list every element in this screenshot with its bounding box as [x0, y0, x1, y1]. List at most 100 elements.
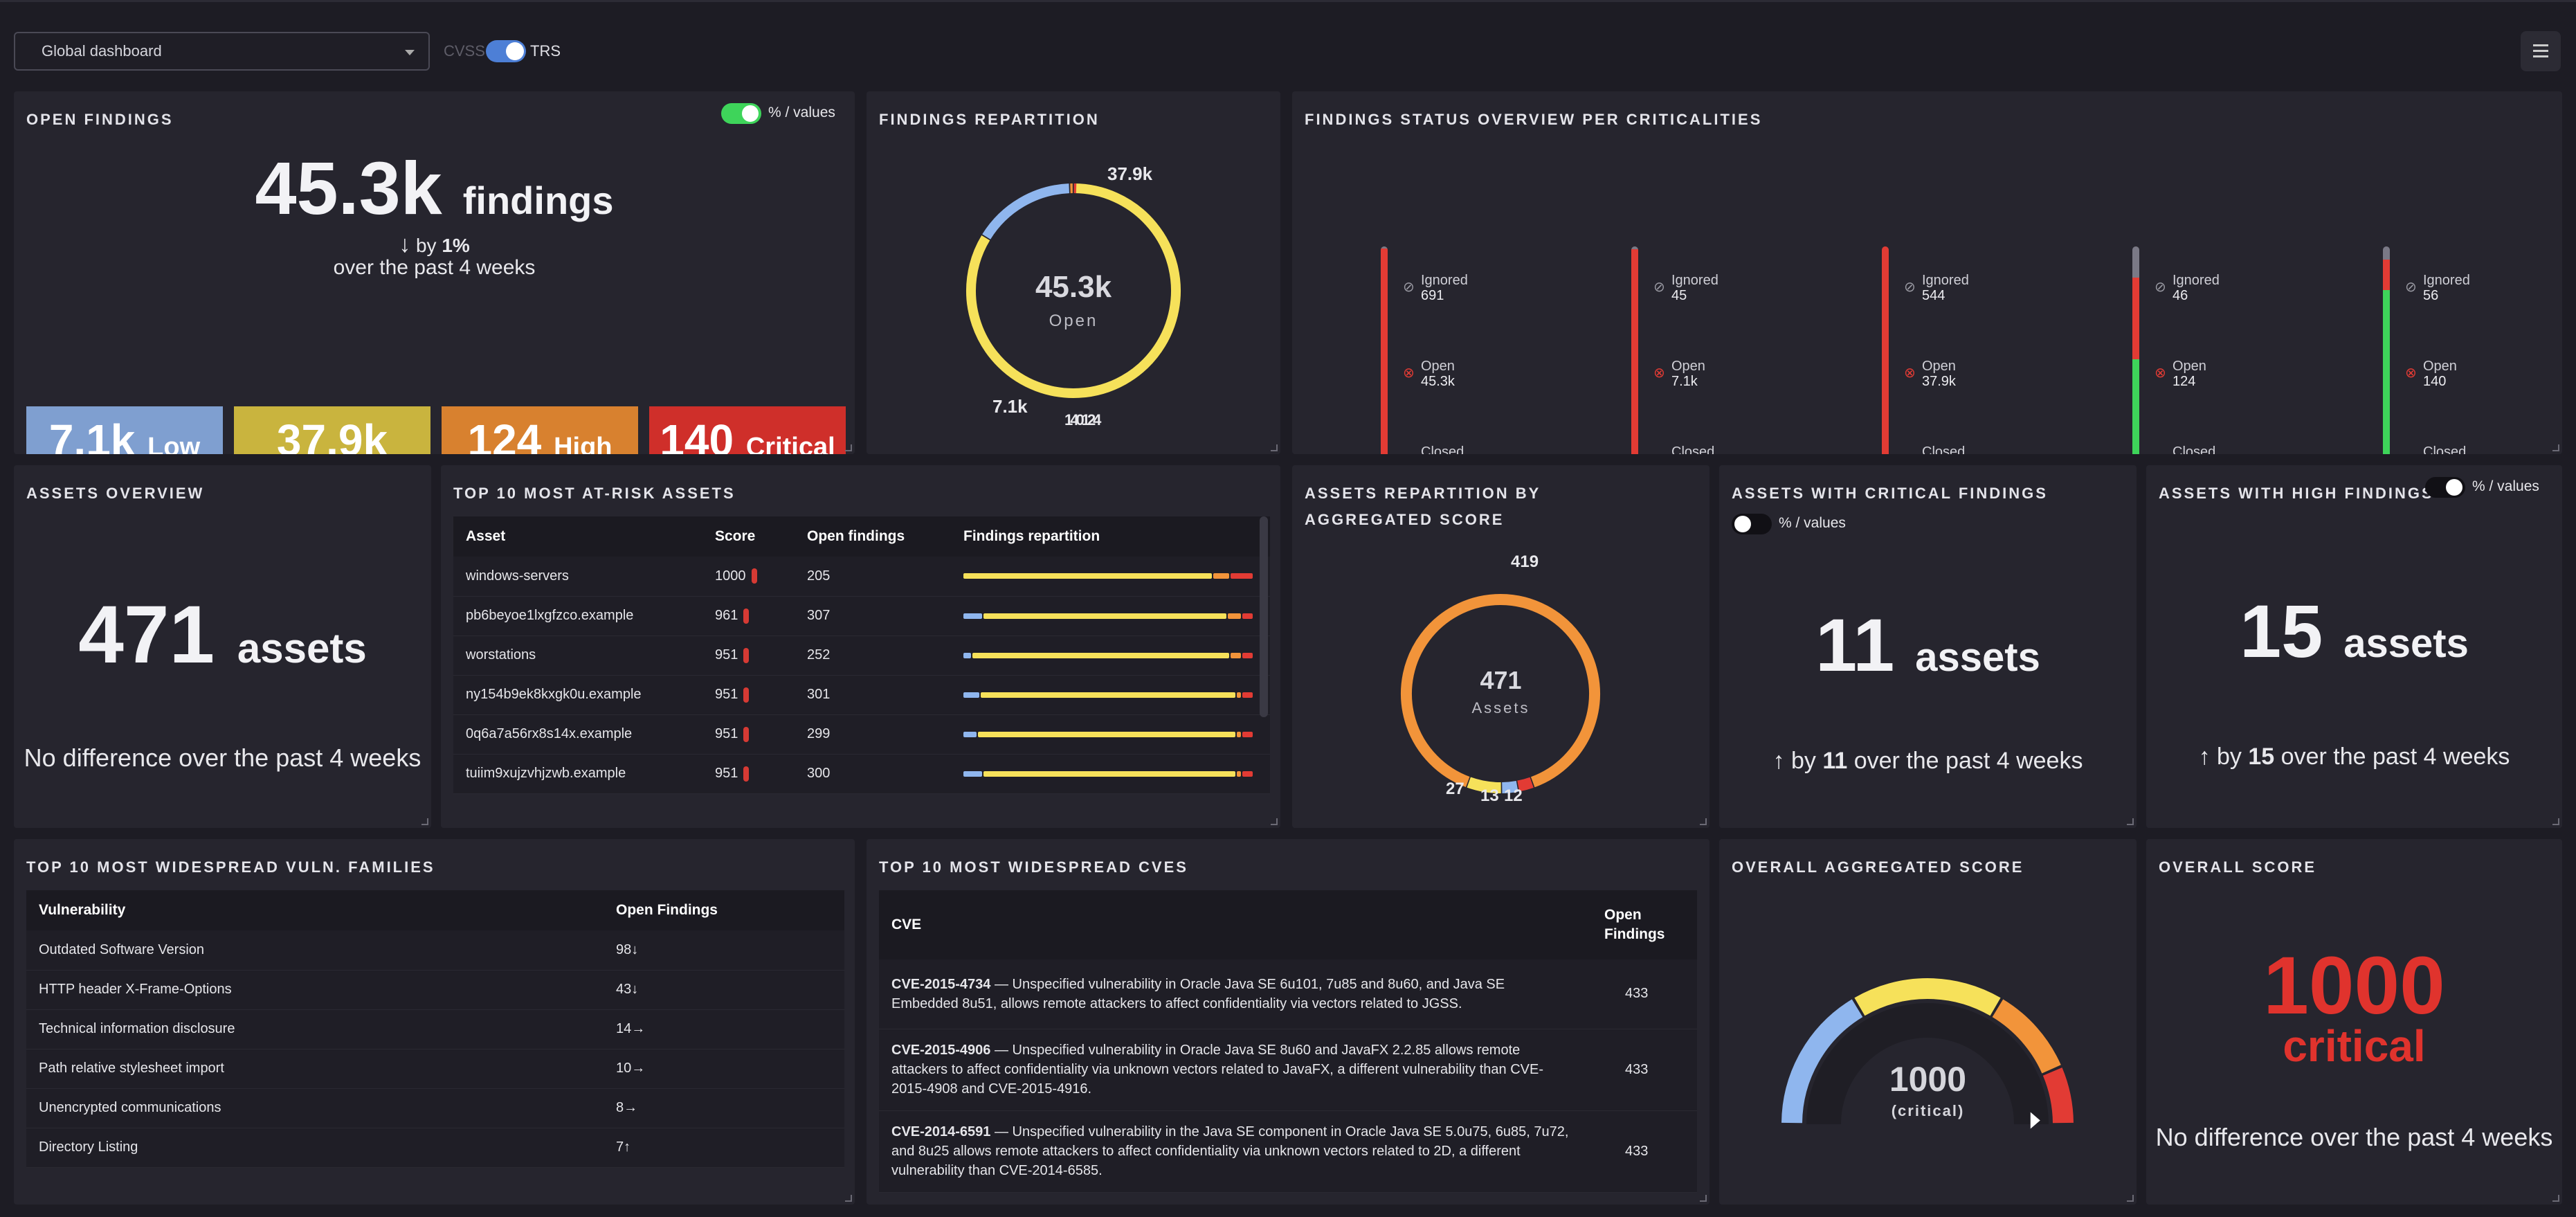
resize-handle[interactable] — [1700, 1195, 1707, 1202]
table-row[interactable]: 0q6a7a56rx8s14x.example 951 299 — [453, 714, 1270, 755]
assets-donut-segment[interactable] — [1502, 780, 1518, 793]
status-closed[interactable]: ✓ Closed214 — [2155, 444, 2215, 454]
table-row[interactable]: Directory Listing 7↑ — [26, 1128, 844, 1168]
vuln-name[interactable]: Unencrypted communications — [26, 1088, 604, 1128]
table-row[interactable]: ny154b9ek8kxgk0u.example 951 301 — [453, 675, 1270, 715]
table-row[interactable]: Outdated Software Version 98↓ — [26, 930, 844, 971]
severity-label: Critical — [745, 433, 835, 454]
vuln-name[interactable]: Outdated Software Version — [26, 930, 604, 971]
repartition-segment — [963, 692, 980, 698]
asset-name[interactable]: worstations — [453, 635, 702, 676]
status-open[interactable]: ⊗ Open 7.1k — [1653, 359, 1705, 389]
table-row[interactable]: CVE-2014-6591 — Unspecified vulnerabilit… — [879, 1110, 1697, 1193]
col-cve[interactable]: CVE — [879, 890, 1592, 959]
table-row[interactable]: CVE-2015-4906 — Unspecified vulnerabilit… — [879, 1029, 1697, 1111]
resize-handle[interactable] — [2552, 444, 2559, 451]
findings-donut-segment[interactable] — [966, 183, 1181, 398]
table-row[interactable]: tuiim9xujzvhjzwb.example 951 300 — [453, 754, 1270, 794]
status-ignored[interactable]: ⊘ Ignored 56 — [2405, 273, 2470, 303]
table-row[interactable]: Technical information disclosure 14→ — [26, 1009, 844, 1049]
status-open[interactable]: ⊗ Open 45.3k — [1403, 359, 1455, 389]
severity-box-high[interactable]: 124 High ↑ by 11% over the past 4 weeks — [442, 406, 638, 454]
table-row[interactable]: worstations 951 252 — [453, 635, 1270, 676]
vuln-name[interactable]: Path relative stylesheet import — [26, 1049, 604, 1089]
severity-box-medium[interactable]: 37.9k Medium ↓ by 2% over the past 4 wee… — [234, 406, 430, 454]
repartition-segment — [1213, 573, 1230, 579]
status-closed[interactable]: ✓ Closed3.9k — [1403, 444, 1464, 454]
asset-name[interactable]: tuiim9xujzvhjzwb.example — [453, 754, 702, 794]
status-open[interactable]: ⊗ Open 140 — [2405, 359, 2457, 389]
cve-description[interactable]: CVE-2014-6591 — Unspecified vulnerabilit… — [879, 1110, 1592, 1193]
col-asset[interactable]: Asset — [453, 516, 702, 557]
resize-handle[interactable] — [845, 1195, 852, 1202]
resize-handle[interactable] — [2127, 1195, 2134, 1202]
asset-name[interactable]: pb6beyoe1lxgfzco.example — [453, 596, 702, 636]
asset-name[interactable]: ny154b9ek8kxgk0u.example — [453, 675, 702, 715]
dashboard-select[interactable]: Global dashboard — [14, 32, 430, 71]
resize-handle[interactable] — [845, 444, 852, 451]
percent-values-toggle[interactable] — [2425, 477, 2465, 498]
severity-box-critical[interactable]: 140 Critical ↓ by 17% over the past 4 we… — [649, 406, 846, 454]
cve-description[interactable]: CVE-2015-4906 — Unspecified vulnerabilit… — [879, 1029, 1592, 1111]
table-scrollbar[interactable] — [1260, 516, 1268, 717]
status-closed[interactable]: ✓ Closed3 — [1653, 444, 1714, 454]
vuln-name[interactable]: HTTP header X-Frame-Options — [26, 970, 604, 1010]
col-vulnerability[interactable]: Vulnerability — [26, 890, 604, 930]
status-open[interactable]: ⊗ Open 37.9k — [1904, 359, 1956, 389]
resize-handle[interactable] — [1700, 818, 1707, 825]
status-ignored[interactable]: ⊘ Ignored 544 — [1904, 273, 1969, 303]
resize-handle[interactable] — [421, 818, 428, 825]
asset-name[interactable]: windows-servers — [453, 557, 702, 597]
resize-handle[interactable] — [1271, 444, 1278, 451]
status-ignored[interactable]: ⊘ Ignored 45 — [1653, 273, 1718, 303]
resize-handle[interactable] — [2552, 818, 2559, 825]
col-score[interactable]: Score — [702, 516, 795, 557]
col-open-findings[interactable]: Open Findings — [604, 890, 844, 930]
repartition-segment — [981, 692, 1235, 698]
col-open-findings[interactable]: Open Findings — [1592, 890, 1697, 959]
status-ignored[interactable]: ⊘ Ignored 46 — [2155, 273, 2220, 303]
table-row[interactable]: HTTP header X-Frame-Options 43↓ — [26, 970, 844, 1010]
percent-values-toggle[interactable] — [1732, 514, 1772, 534]
arrow-right-icon: → — [631, 1061, 646, 1076]
asset-name[interactable]: 0q6a7a56rx8s14x.example — [453, 714, 702, 755]
eye-slash-icon: ⊘ — [2405, 280, 2417, 295]
status-ignored[interactable]: ⊘ Ignored 691 — [1403, 273, 1468, 303]
assets-donut-segment[interactable] — [1401, 594, 1600, 788]
resize-handle[interactable] — [2552, 1195, 2559, 1202]
resize-handle[interactable] — [1271, 818, 1278, 825]
vuln-name[interactable]: Technical information disclosure — [26, 1009, 604, 1049]
col-findings-repartition[interactable]: Findings repartition — [951, 516, 1270, 557]
findings-donut-segment[interactable] — [982, 183, 1070, 240]
status-closed[interactable]: ✓ Closed2.7k — [1904, 444, 1965, 454]
assets-donut-segment[interactable] — [1467, 777, 1501, 793]
repartition-segment — [1242, 692, 1253, 698]
table-row[interactable]: pb6beyoe1lxgfzco.example 961 307 — [453, 596, 1270, 636]
col-open-findings[interactable]: Open findings — [795, 516, 951, 557]
cve-description[interactable]: CVE-2015-4734 — Unspecified vulnerabilit… — [879, 959, 1592, 1029]
percent-values-toggle[interactable] — [721, 103, 761, 124]
donut-label-low: 13 — [1480, 786, 1499, 805]
gauge-label: (critical) — [1891, 1102, 1965, 1119]
gauge-pointer — [2030, 1112, 2040, 1129]
filter-menu-button[interactable] — [2521, 31, 2561, 71]
asset-open-findings: 300 — [795, 754, 951, 794]
status-open[interactable]: ⊗ Open 124 — [2155, 359, 2206, 389]
asset-score: 951 — [702, 635, 795, 676]
toggle-label: % / values — [768, 105, 835, 120]
vuln-name[interactable]: Directory Listing — [26, 1128, 604, 1168]
table-row[interactable]: Unencrypted communications 8→ — [26, 1088, 844, 1128]
assets-donut-segment[interactable] — [1517, 777, 1534, 792]
status-closed[interactable]: ✓ Closed968 — [2405, 444, 2466, 454]
x-circle-icon: ⊗ — [2155, 366, 2166, 381]
thermometer-icon — [743, 726, 750, 742]
table-row[interactable]: windows-servers 1000 205 — [453, 557, 1270, 597]
cvss-trs-toggle[interactable] — [486, 40, 526, 62]
severity-box-low[interactable]: 7.1k Low ↓ by 1% over the past 4 weeks — [26, 406, 223, 454]
resize-handle[interactable] — [2127, 818, 2134, 825]
assets-high-total: 15 assets — [2240, 589, 2469, 673]
repartition-segment — [963, 652, 971, 658]
thermometer-icon — [743, 766, 750, 782]
table-row[interactable]: CVE-2015-4734 — Unspecified vulnerabilit… — [879, 959, 1697, 1029]
table-row[interactable]: Path relative stylesheet import 10→ — [26, 1049, 844, 1089]
